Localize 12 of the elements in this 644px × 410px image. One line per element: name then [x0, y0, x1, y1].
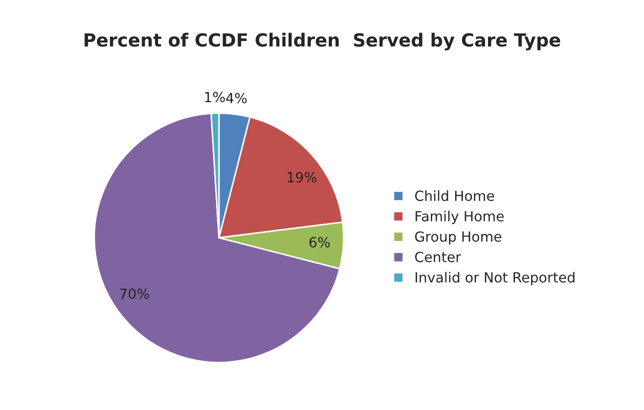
- legend-label: Child Home: [415, 190, 494, 202]
- legend-label: Center: [415, 252, 462, 262]
- data-label: 1%: [205, 92, 225, 102]
- data-label: 4%: [226, 92, 247, 104]
- legend-label: Group Home: [415, 231, 502, 245]
- data-label: 6%: [309, 236, 330, 248]
- chart-title: Percent of CCDF Children Served by Care Type: [84, 32, 560, 50]
- data-label: 70%: [120, 288, 150, 300]
- legend-label: Family Home: [416, 210, 504, 224]
- legend-label: Invalid or Not Reported: [416, 272, 574, 286]
- pie-slice: [94, 112, 340, 364]
- data-label: 19%: [288, 172, 316, 182]
